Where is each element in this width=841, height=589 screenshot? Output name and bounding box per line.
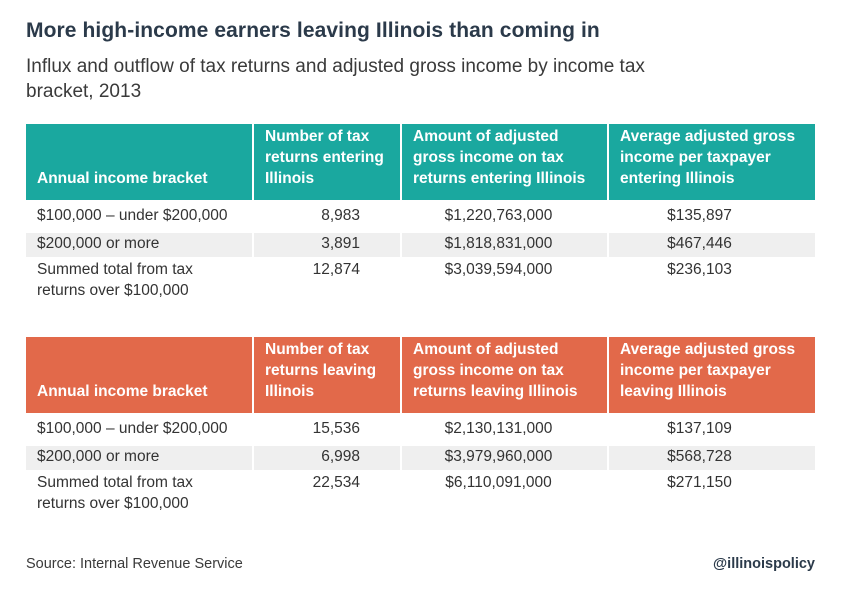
income-bracket-cell: $200,000 or more xyxy=(26,446,253,470)
column-header: Number of tax returns entering Illinois xyxy=(252,124,401,200)
inflow-table: Annual income bracket Number of tax retu… xyxy=(26,124,815,311)
agi-average-cell: $137,109 xyxy=(607,413,815,446)
column-header: Annual income bracket xyxy=(26,124,253,200)
chart-subtitle: Influx and outflow of tax returns and ad… xyxy=(26,56,645,102)
agi-average-cell: $135,897 xyxy=(607,200,815,233)
column-header: Amount of adjusted gross income on tax r… xyxy=(400,337,608,413)
income-bracket-cell: $200,000 or more xyxy=(26,233,253,257)
chart-title: More high-income earners leaving Illinoi… xyxy=(26,19,600,42)
returns-count-cell: 6,998 xyxy=(252,446,401,470)
twitter-handle: @illinoispolicy xyxy=(713,556,815,572)
agi-amount-cell: $1,818,831,000 xyxy=(400,233,608,257)
agi-amount-cell: $3,979,960,000 xyxy=(400,446,608,470)
column-header: Number of tax returns leaving Illinois xyxy=(252,337,401,413)
agi-average-cell: $568,728 xyxy=(607,446,815,470)
returns-count-cell: 3,891 xyxy=(252,233,401,257)
agi-average-cell: $236,103 xyxy=(607,257,815,311)
table-row: $200,000 or more 3,891 $1,818,831,000 $4… xyxy=(26,233,815,257)
returns-count-cell: 12,874 xyxy=(252,257,401,311)
agi-amount-cell: $1,220,763,000 xyxy=(400,200,608,233)
income-bracket-cell: Summed total from tax returns over $100,… xyxy=(37,261,193,299)
table-row: Summed total from tax returns over $100,… xyxy=(26,257,815,311)
column-header: Annual income bracket xyxy=(26,337,253,413)
outflow-table: Annual income bracket Number of tax retu… xyxy=(26,337,815,524)
table-row: $100,000 – under $200,000 8,983 $1,220,7… xyxy=(26,200,815,233)
table-header-row: Annual income bracket Number of tax retu… xyxy=(26,337,815,413)
table-header-row: Annual income bracket Number of tax retu… xyxy=(26,124,815,200)
table-row: Summed total from tax returns over $100,… xyxy=(26,470,815,524)
column-header: Amount of adjusted gross income on tax r… xyxy=(400,124,608,200)
agi-average-cell: $271,150 xyxy=(607,470,815,524)
returns-count-cell: 8,983 xyxy=(252,200,401,233)
income-bracket-cell: $100,000 – under $200,000 xyxy=(37,207,228,224)
column-header: Average adjusted gross income per taxpay… xyxy=(607,337,815,413)
source-note: Source: Internal Revenue Service xyxy=(26,556,243,572)
income-bracket-cell: $100,000 – under $200,000 xyxy=(37,420,228,437)
income-bracket-cell: Summed total from tax returns over $100,… xyxy=(37,474,193,512)
agi-amount-cell: $6,110,091,000 xyxy=(400,470,608,524)
agi-amount-cell: $2,130,131,000 xyxy=(400,413,608,446)
returns-count-cell: 15,536 xyxy=(252,413,401,446)
table-row: $100,000 – under $200,000 15,536 $2,130,… xyxy=(26,413,815,446)
returns-count-cell: 22,534 xyxy=(252,470,401,524)
column-header: Average adjusted gross income per taxpay… xyxy=(607,124,815,200)
agi-average-cell: $467,446 xyxy=(607,233,815,257)
agi-amount-cell: $3,039,594,000 xyxy=(400,257,608,311)
table-row: $200,000 or more 6,998 $3,979,960,000 $5… xyxy=(26,446,815,470)
